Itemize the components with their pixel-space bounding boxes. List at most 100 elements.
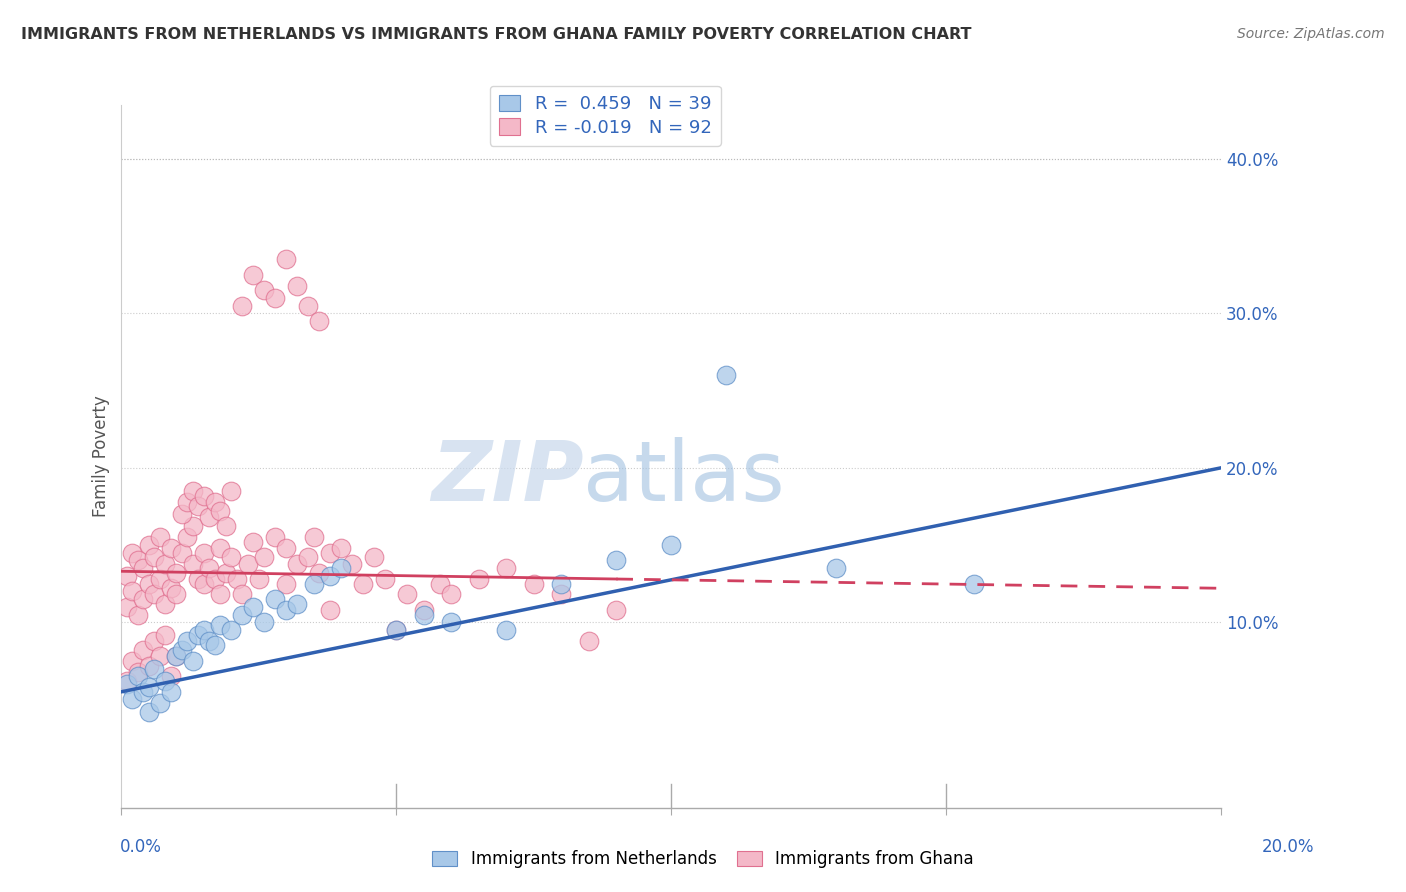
Point [160, 669, 183, 683]
Point [412, 603, 434, 617]
Point [287, 597, 309, 611]
Point [193, 576, 215, 591]
Point [297, 299, 319, 313]
Point [132, 685, 155, 699]
Point [138, 538, 160, 552]
Point [155, 627, 177, 641]
Point [198, 561, 221, 575]
Point [181, 654, 204, 668]
Point [308, 314, 330, 328]
Point [352, 576, 374, 591]
Text: IMMIGRANTS FROM NETHERLANDS VS IMMIGRANTS FROM GHANA FAMILY POVERTY CORRELATION : IMMIGRANTS FROM NETHERLANDS VS IMMIGRANT… [21, 27, 972, 42]
Point [221, 550, 243, 565]
Point [308, 566, 330, 580]
Point [149, 696, 172, 710]
Point [264, 291, 287, 305]
Point [121, 692, 143, 706]
Point [204, 495, 226, 509]
Point [330, 541, 353, 555]
Point [198, 633, 221, 648]
Point [319, 546, 342, 560]
Point [115, 673, 138, 688]
Point [149, 530, 172, 544]
Point [204, 572, 226, 586]
Text: Source: ZipAtlas.com: Source: ZipAtlas.com [1237, 27, 1385, 41]
Point [963, 576, 986, 591]
Text: 0.0%: 0.0% [120, 838, 162, 855]
Point [165, 649, 187, 664]
Point [253, 550, 276, 565]
Point [495, 561, 517, 575]
Point [127, 669, 149, 683]
Point [115, 569, 138, 583]
Point [132, 561, 155, 575]
Point [138, 576, 160, 591]
Point [468, 572, 491, 586]
Point [155, 673, 177, 688]
Point [187, 500, 209, 514]
Point [138, 705, 160, 719]
Point [121, 584, 143, 599]
Point [550, 587, 572, 601]
Point [160, 541, 183, 555]
Point [276, 576, 298, 591]
Point [155, 597, 177, 611]
Point [204, 639, 226, 653]
Point [276, 541, 298, 555]
Point [138, 680, 160, 694]
Point [264, 592, 287, 607]
Point [412, 607, 434, 622]
Point [181, 557, 204, 571]
Point [132, 592, 155, 607]
Point [215, 519, 238, 533]
Point [287, 278, 309, 293]
Point [297, 550, 319, 565]
Point [236, 557, 259, 571]
Point [176, 530, 198, 544]
Point [138, 658, 160, 673]
Point [193, 546, 215, 560]
Point [363, 550, 385, 565]
Point [127, 553, 149, 567]
Point [198, 510, 221, 524]
Point [209, 504, 232, 518]
Point [231, 607, 253, 622]
Point [396, 587, 419, 601]
Point [115, 677, 138, 691]
Point [605, 603, 627, 617]
Point [115, 599, 138, 614]
Point [176, 495, 198, 509]
Point [302, 530, 325, 544]
Point [825, 561, 848, 575]
Point [176, 633, 198, 648]
Point [143, 550, 166, 565]
Point [170, 546, 193, 560]
Text: atlas: atlas [583, 437, 785, 517]
Point [170, 643, 193, 657]
Text: ZIP: ZIP [430, 437, 583, 517]
Point [187, 627, 209, 641]
Legend: R =  0.459   N = 39, R = -0.019   N = 92: R = 0.459 N = 39, R = -0.019 N = 92 [489, 86, 721, 145]
Point [659, 538, 682, 552]
Point [193, 489, 215, 503]
Point [149, 572, 172, 586]
Point [578, 633, 600, 648]
Point [127, 607, 149, 622]
Point [264, 530, 287, 544]
Point [181, 483, 204, 498]
Point [716, 368, 738, 383]
Legend: Immigrants from Netherlands, Immigrants from Ghana: Immigrants from Netherlands, Immigrants … [426, 844, 980, 875]
Point [440, 587, 463, 601]
Point [127, 665, 149, 679]
Point [302, 576, 325, 591]
Point [385, 623, 408, 637]
Point [221, 483, 243, 498]
Point [342, 557, 364, 571]
Point [253, 615, 276, 630]
Point [209, 618, 232, 632]
Point [155, 557, 177, 571]
Point [247, 572, 270, 586]
Point [221, 623, 243, 637]
Point [440, 615, 463, 630]
Point [605, 553, 627, 567]
